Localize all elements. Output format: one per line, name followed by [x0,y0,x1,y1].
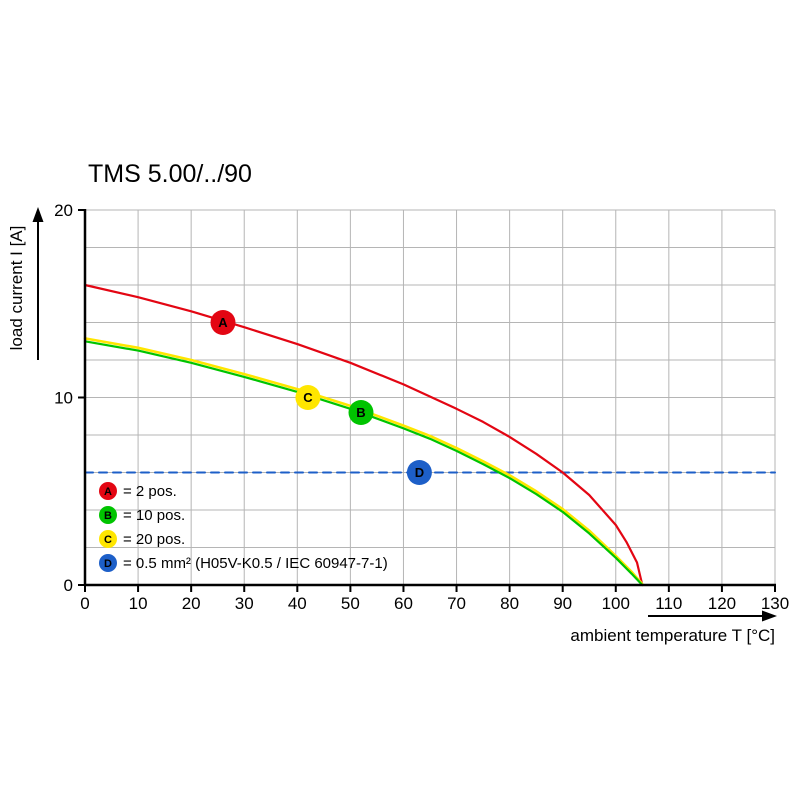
x-tick-label: 100 [602,594,630,613]
y-tick-label: 0 [64,576,73,595]
x-tick-label: 130 [761,594,789,613]
legend-letter-A: A [104,486,112,498]
axes [78,209,776,592]
x-tick-label: 60 [394,594,413,613]
tick-labels: 0 10 20 30 40 50 60 70 80 90 100 110 120 130 0 10 20 [54,201,789,613]
x-tick-label: 120 [708,594,736,613]
x-tick-label: 20 [182,594,201,613]
legend-swatch-C [99,530,117,548]
x-tick-label: 70 [447,594,466,613]
x-tick-label: 40 [288,594,307,613]
legend-label-A: = 2 pos. [123,483,177,500]
marker-letter-B: B [356,405,365,420]
x-tick-label: 30 [235,594,254,613]
marker-C [295,385,321,410]
curve-C [83,337,644,586]
chart-title: TMS 5.00/../90 [88,160,252,188]
x-tick-label: 0 [80,594,89,613]
x-tick-label: 90 [553,594,572,613]
marker-letter-D: D [415,465,424,480]
x-tick-label: 50 [341,594,360,613]
marker-A [210,310,236,335]
legend-letter-C: C [104,534,112,546]
marker-B [348,400,374,425]
marker-letter-A: A [218,315,228,330]
x-tick-label: 110 [655,594,682,613]
legend-label-C: = 20 pos. [123,531,185,548]
legend-swatch-D [99,554,117,572]
curve-B [83,340,644,587]
x-tick-label: 10 [129,594,148,613]
legend-label-B: = 10 pos. [123,507,185,524]
marker-letter-C: C [303,390,313,405]
legend-swatch-B [99,506,117,524]
legend-letter-B: B [104,510,112,522]
curve-markers: A C B D [210,310,432,485]
legend-label-D: = 0.5 mm² (H05V-K0.5 / IEC 60947-7-1) [123,555,388,572]
x-axis-arrow [648,610,777,622]
y-axis-label: load current I [A] [7,226,26,351]
legend-letter-D: D [104,558,112,570]
legend: A = 2 pos. B = 10 pos. C = 20 pos. D = 0.5 mm² … [99,482,388,572]
legend-swatch-A [99,482,117,500]
y-tick-label: 20 [54,201,73,220]
y-tick-label: 10 [54,389,73,408]
marker-D [406,460,432,485]
x-tick-label: 80 [500,594,519,613]
y-axis-arrow [32,207,44,360]
x-axis-label: ambient temperature T [°C] [570,626,775,645]
